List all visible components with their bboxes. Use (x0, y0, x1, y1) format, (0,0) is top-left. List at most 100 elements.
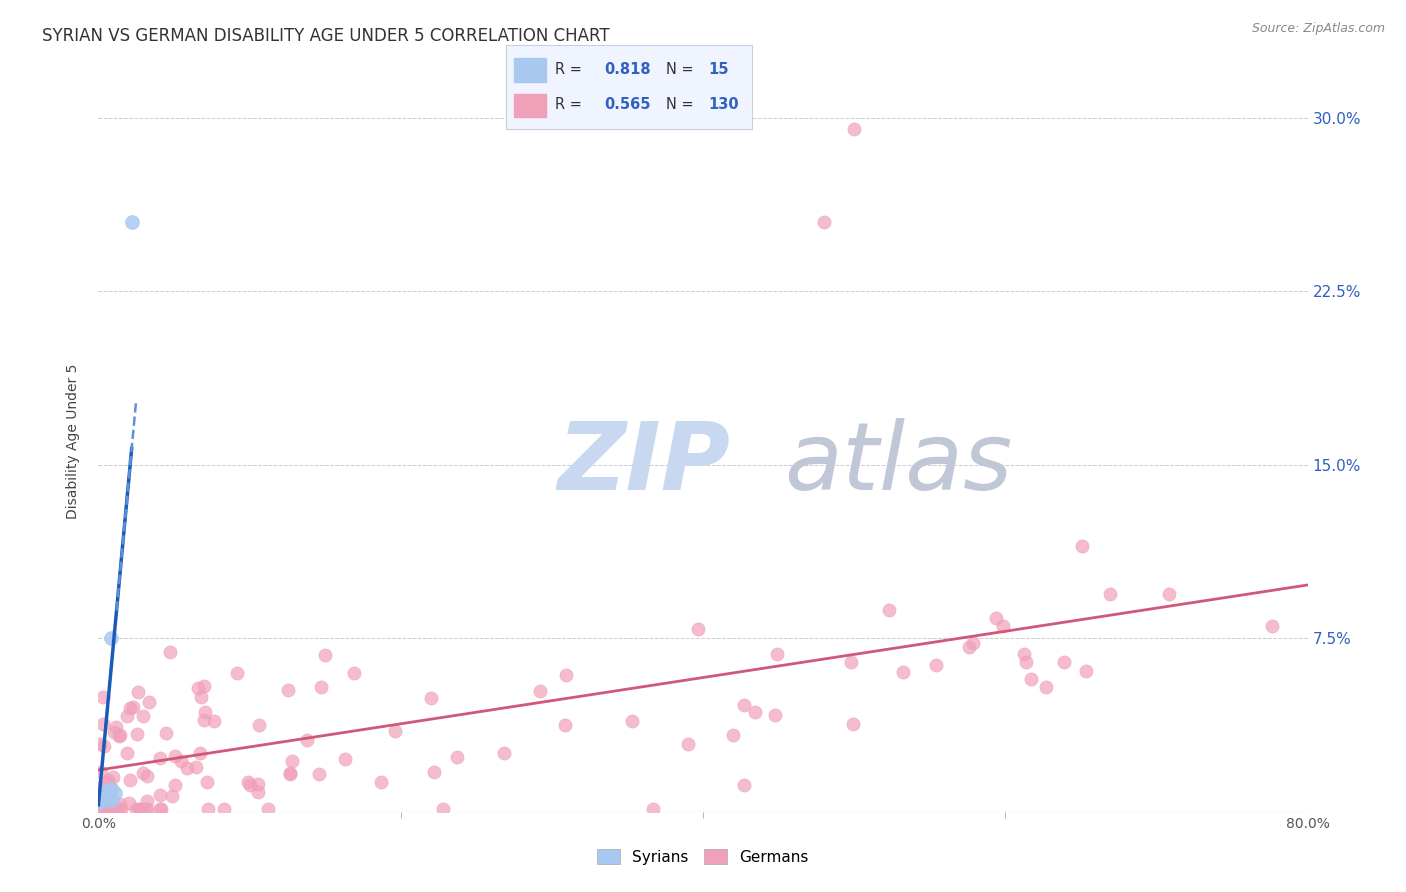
Point (280, 754, 302, 768)
Point (686, 623, 709, 637)
Point (135, 802, 157, 816)
Point (115, 709, 138, 723)
Point (125, 802, 148, 816)
Point (247, 777, 270, 791)
Point (149, 789, 172, 803)
Point (176, 761, 198, 775)
Point (93, 739, 115, 754)
Point (165, 779, 187, 793)
Point (101, 793, 124, 807)
Point (384, 723, 406, 738)
Point (90, 797, 112, 811)
Point (120, 772, 142, 787)
Point (295, 732, 318, 747)
Point (422, 765, 444, 780)
Point (128, 802, 150, 816)
Text: 0.565: 0.565 (605, 97, 651, 112)
Point (844, 122, 866, 136)
Point (89, 802, 111, 816)
Point (89, 802, 111, 816)
Point (132, 709, 155, 723)
Point (149, 802, 172, 816)
Point (120, 701, 142, 715)
Point (1076, 664, 1098, 678)
Text: R =: R = (555, 97, 582, 112)
Point (193, 713, 215, 727)
Point (110, 728, 132, 742)
Point (1159, 587, 1181, 601)
Text: Source: ZipAtlas.com: Source: ZipAtlas.com (1251, 22, 1385, 36)
Point (101, 771, 124, 785)
Text: N =: N = (666, 97, 693, 112)
Point (110, 802, 132, 816)
Point (89, 793, 111, 807)
Point (641, 802, 664, 816)
Point (370, 775, 392, 789)
Point (96, 790, 118, 805)
Point (1261, 619, 1284, 633)
Bar (513, 94, 546, 118)
Point (118, 796, 141, 810)
Point (91, 690, 114, 704)
Point (97, 773, 120, 788)
Point (765, 647, 787, 661)
Point (90, 765, 112, 780)
Point (314, 648, 336, 662)
Point (125, 727, 148, 741)
Point (343, 666, 366, 681)
Text: R =: R = (555, 62, 582, 77)
Point (136, 794, 159, 808)
Point (108, 797, 131, 812)
Point (957, 640, 980, 654)
Point (136, 802, 159, 816)
Point (247, 785, 270, 799)
Point (93, 786, 115, 800)
Point (98, 786, 121, 800)
Text: N =: N = (666, 62, 693, 77)
Point (278, 766, 301, 780)
Point (446, 750, 468, 764)
Point (150, 802, 173, 816)
Point (1012, 647, 1035, 661)
Point (197, 802, 219, 816)
Point (128, 802, 150, 816)
Point (89, 780, 111, 794)
Point (529, 683, 551, 698)
Point (202, 714, 225, 728)
Point (101, 781, 124, 796)
Point (127, 685, 149, 699)
Point (96, 784, 118, 798)
Point (277, 682, 299, 697)
Point (149, 751, 172, 765)
Point (893, 665, 915, 679)
Point (247, 718, 270, 732)
Point (1070, 539, 1092, 553)
Point (333, 752, 356, 766)
Point (132, 765, 155, 780)
Point (97, 776, 120, 790)
Point (1098, 587, 1121, 601)
Point (620, 714, 643, 728)
Point (105, 720, 128, 734)
Point (170, 754, 193, 768)
Text: ZIP: ZIP (558, 417, 731, 509)
Point (193, 679, 215, 693)
Point (89, 738, 111, 752)
Point (104, 786, 127, 800)
Point (309, 681, 332, 695)
Point (212, 802, 235, 816)
Point (98, 795, 121, 809)
Point (93, 797, 115, 812)
Point (108, 729, 131, 743)
Point (90, 784, 112, 798)
Point (93, 802, 115, 816)
Point (432, 802, 454, 816)
Point (90, 796, 112, 810)
Point (115, 747, 138, 761)
Legend: Syrians, Germans: Syrians, Germans (592, 843, 814, 871)
Point (94, 789, 117, 803)
Point (184, 759, 207, 773)
Point (280, 767, 302, 781)
Point (256, 802, 278, 816)
Point (676, 737, 699, 751)
